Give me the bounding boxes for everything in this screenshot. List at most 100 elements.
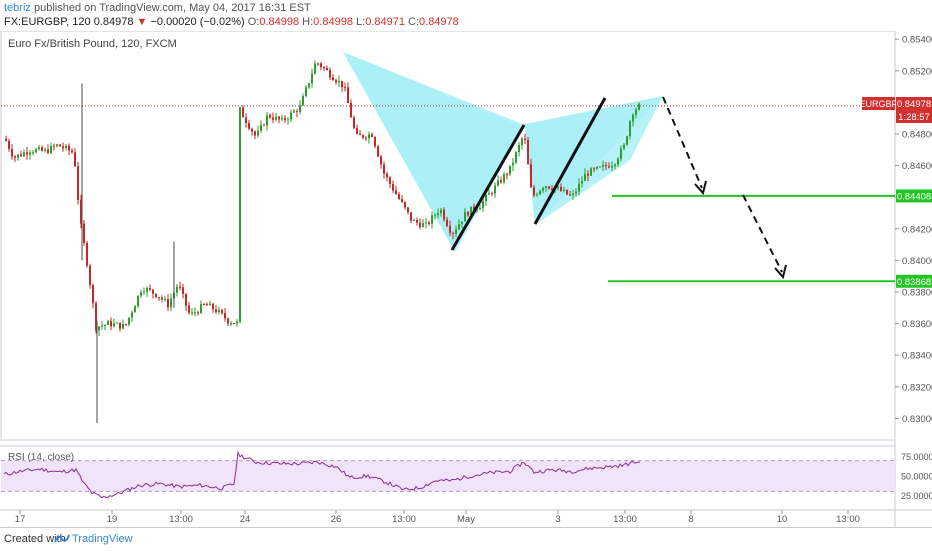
candle-body: [254, 131, 256, 136]
countdown-tag: [896, 110, 932, 123]
candle-body: [230, 323, 232, 325]
candle-body: [56, 144, 58, 147]
time-tick-label: 13:00: [613, 514, 637, 525]
candle-body: [14, 156, 16, 158]
candle-body: [296, 111, 298, 113]
candle-body: [29, 152, 31, 155]
time-tick-label: 13:00: [169, 514, 193, 525]
candle-body: [71, 150, 73, 153]
candle-body: [389, 177, 391, 184]
candle-body: [551, 188, 553, 191]
candle-body: [167, 298, 169, 308]
candle-body: [128, 317, 130, 325]
candle-body: [131, 312, 133, 318]
candle-body: [335, 80, 337, 83]
candle-body: [212, 303, 214, 310]
candle-body: [338, 80, 340, 83]
candle-body: [494, 185, 496, 194]
candle-body: [272, 117, 274, 120]
candle-body: [614, 164, 616, 166]
candle-body: [584, 173, 586, 182]
candle-body: [221, 309, 223, 313]
level-2-tag: [896, 274, 932, 288]
candle-body: [158, 297, 160, 299]
candle-body: [527, 140, 529, 165]
candle-body: [53, 145, 55, 147]
symbol-quote-line: FX:EURGBP, 120 0.84978 ▼ −0.00020 (−0.02…: [4, 16, 459, 29]
candle-body: [467, 211, 469, 216]
candle-body: [287, 119, 289, 121]
candle-body: [623, 144, 625, 149]
candle-body: [566, 189, 568, 195]
rsi-tick-label: 75.0000: [901, 452, 932, 462]
candle-body: [107, 321, 109, 325]
last-price-tag: [896, 97, 932, 110]
candle-body: [407, 207, 409, 213]
time-axis[interactable]: 17 19 13:00 24 26 13:00 May 3 13:00 8 10 13:00: [15, 510, 860, 525]
candle-body: [449, 225, 451, 233]
candle-body: [311, 73, 313, 84]
candle-body: [143, 291, 145, 293]
open-label: O:: [247, 16, 260, 28]
candle-body: [302, 95, 304, 106]
candle-body: [542, 187, 544, 191]
candle-body: [620, 148, 622, 159]
candle-body: [416, 219, 418, 223]
candle-body: [512, 162, 514, 166]
rsi-label: RSI (14, close): [8, 452, 74, 463]
tradingview-brand[interactable]: TradingView: [72, 533, 133, 545]
candle-body: [80, 199, 82, 224]
candle-body: [581, 181, 583, 184]
projection-arrow-1[interactable]: [662, 96, 703, 189]
candle-body: [278, 116, 280, 120]
trend-line-1[interactable]: [450, 124, 526, 251]
close-value: 0.84978: [419, 16, 459, 28]
time-tick-label: 13:00: [836, 514, 860, 525]
candle-body: [332, 77, 334, 81]
countdown-label: 1:28:57: [898, 112, 930, 123]
candle-body: [95, 303, 97, 331]
projection-arrow-2[interactable]: [742, 194, 783, 273]
candle-body: [611, 165, 613, 168]
candle-body: [89, 265, 91, 285]
candle-body: [116, 322, 118, 324]
price-chart[interactable]: 0.854000.852000.850000.848000.846000.844…: [0, 30, 932, 527]
candle-body: [8, 140, 10, 149]
candle-body: [605, 164, 607, 167]
candle-body: [365, 137, 367, 139]
symbol-tag-label: EURGBP: [859, 99, 897, 109]
candle-body: [398, 194, 400, 199]
candle-body: [587, 173, 589, 176]
arrow-head-2-icon: [774, 264, 787, 280]
candle-body: [524, 138, 526, 141]
level-1-tag: [896, 189, 932, 203]
tradingview-logo-icon[interactable]: [54, 532, 70, 544]
candle-body: [548, 186, 550, 189]
candle-body: [464, 211, 466, 222]
trend-line-2[interactable]: [533, 97, 607, 225]
candle-body: [410, 212, 412, 221]
candle-body: [125, 323, 127, 325]
down-arrow-icon: ▼: [136, 16, 148, 28]
close-label: C:: [408, 16, 420, 28]
candle-body: [356, 127, 358, 134]
high-value: 0.84998: [313, 16, 353, 28]
candle-body: [35, 149, 37, 153]
candle-body: [134, 306, 136, 313]
candle-body: [596, 166, 598, 169]
publish-info: tebriz published on TradingView.com, May…: [4, 2, 311, 15]
candle-body: [392, 183, 394, 191]
candle-body: [470, 206, 472, 216]
candle-body: [245, 117, 247, 124]
candle-body: [197, 312, 199, 314]
candle-body: [266, 115, 268, 126]
candle-body: [497, 180, 499, 186]
chart-frame[interactable]: 0.854000.852000.850000.848000.846000.844…: [0, 30, 932, 527]
candle-body: [188, 305, 190, 313]
author-link[interactable]: tebriz: [4, 2, 31, 14]
candle-body: [503, 174, 505, 183]
